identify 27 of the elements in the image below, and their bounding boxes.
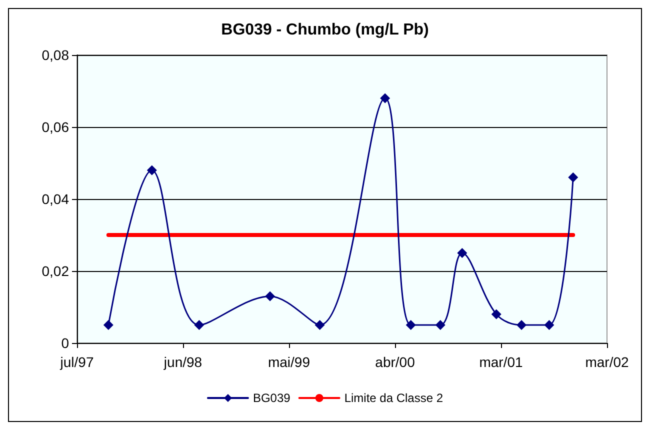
point: [457, 248, 468, 258]
y-tick-label: 0,06: [42, 119, 70, 135]
x-tick-label: mai/99: [268, 354, 310, 370]
x-tick-label: mar/01: [479, 354, 523, 370]
legend-label: Limite da Classe 2: [344, 391, 444, 405]
x-tick-label: jul/97: [59, 354, 94, 370]
chart-title: BG039 - Chumbo (mg/L Pb): [221, 22, 429, 38]
y-tick-label: 0,08: [42, 47, 70, 63]
x-tick-label: mar/02: [585, 354, 629, 370]
point: [380, 93, 390, 104]
point: [314, 320, 325, 330]
point: [265, 291, 276, 302]
point: [516, 320, 527, 330]
point: [568, 172, 578, 182]
point: [435, 320, 446, 330]
point: [406, 320, 416, 330]
y-tick-label: 0,02: [42, 263, 70, 279]
point: [146, 165, 157, 176]
legend-label: BG039: [252, 391, 291, 405]
y-tick-label: 0,04: [42, 191, 70, 207]
x-tick-label: abr/00: [375, 354, 416, 370]
point: [103, 320, 114, 330]
y-tick-label: 0: [61, 335, 70, 351]
x-tick-label: jun/98: [162, 354, 202, 370]
point: [194, 320, 204, 330]
point: [544, 320, 554, 330]
point: [491, 309, 502, 320]
